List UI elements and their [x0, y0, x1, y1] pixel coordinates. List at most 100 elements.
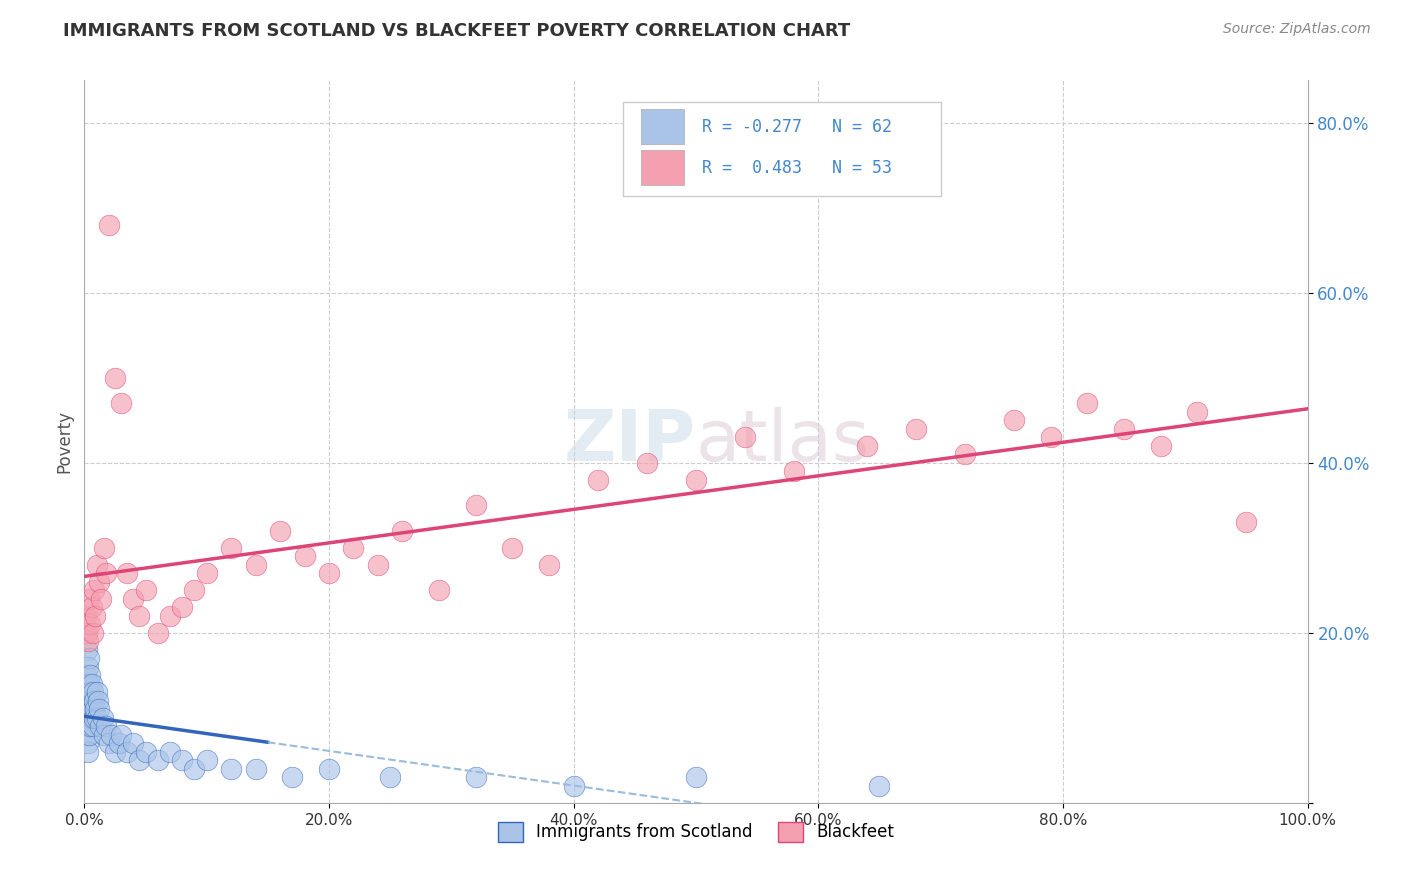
- FancyBboxPatch shape: [641, 109, 683, 144]
- Point: [86, 711, 108, 725]
- Point: [1187, 405, 1209, 419]
- Point: [122, 736, 145, 750]
- Point: [195, 753, 218, 767]
- Point: [464, 770, 486, 784]
- Point: [76, 677, 98, 691]
- Text: atlas: atlas: [696, 407, 870, 476]
- Point: [83, 694, 105, 708]
- Point: [75, 711, 97, 725]
- Point: [80, 677, 103, 691]
- Point: [219, 762, 242, 776]
- Point: [269, 524, 291, 538]
- Point: [281, 770, 304, 784]
- Point: [586, 473, 609, 487]
- Point: [869, 779, 891, 793]
- Point: [856, 439, 879, 453]
- Point: [1002, 413, 1025, 427]
- Point: [76, 728, 98, 742]
- Point: [76, 702, 98, 716]
- Point: [427, 583, 450, 598]
- Point: [905, 422, 928, 436]
- Point: [79, 668, 101, 682]
- Point: [79, 702, 101, 716]
- Point: [75, 668, 97, 682]
- Point: [159, 608, 181, 623]
- Point: [318, 762, 340, 776]
- Point: [367, 558, 389, 572]
- Point: [80, 694, 103, 708]
- Point: [562, 779, 585, 793]
- Point: [75, 608, 97, 623]
- Point: [79, 617, 101, 632]
- Point: [91, 711, 114, 725]
- Point: [342, 541, 364, 555]
- Point: [195, 566, 218, 581]
- Point: [77, 728, 100, 742]
- Point: [90, 591, 112, 606]
- Point: [77, 634, 100, 648]
- Point: [100, 728, 122, 742]
- Text: ZIP: ZIP: [564, 407, 696, 476]
- Point: [96, 566, 118, 581]
- Point: [97, 736, 120, 750]
- Point: [135, 583, 157, 598]
- Point: [76, 625, 98, 640]
- Point: [87, 702, 110, 716]
- Point: [172, 753, 194, 767]
- Point: [538, 558, 561, 572]
- Point: [82, 625, 104, 640]
- Point: [128, 753, 150, 767]
- Point: [77, 711, 100, 725]
- Point: [77, 591, 100, 606]
- Point: [380, 770, 402, 784]
- Text: IMMIGRANTS FROM SCOTLAND VS BLACKFEET POVERTY CORRELATION CHART: IMMIGRANTS FROM SCOTLAND VS BLACKFEET PO…: [63, 22, 851, 40]
- Point: [1236, 516, 1258, 530]
- Y-axis label: Poverty: Poverty: [55, 410, 73, 473]
- Point: [93, 728, 115, 742]
- Point: [953, 447, 976, 461]
- Point: [172, 600, 194, 615]
- Point: [685, 473, 707, 487]
- Point: [80, 711, 103, 725]
- Point: [110, 396, 132, 410]
- FancyBboxPatch shape: [623, 102, 941, 196]
- Point: [502, 541, 524, 555]
- Point: [83, 711, 105, 725]
- Point: [107, 736, 129, 750]
- Point: [685, 770, 707, 784]
- Point: [86, 685, 108, 699]
- Point: [391, 524, 413, 538]
- Point: [97, 218, 120, 232]
- Text: R =  0.483   N = 53: R = 0.483 N = 53: [702, 160, 891, 178]
- Point: [84, 608, 107, 623]
- Point: [1114, 422, 1136, 436]
- Point: [82, 702, 104, 716]
- Point: [89, 719, 111, 733]
- Point: [77, 694, 100, 708]
- Point: [77, 745, 100, 759]
- Point: [76, 642, 98, 657]
- Point: [77, 685, 100, 699]
- Point: [82, 719, 104, 733]
- Text: Source: ZipAtlas.com: Source: ZipAtlas.com: [1223, 22, 1371, 37]
- Point: [96, 719, 118, 733]
- Point: [80, 600, 103, 615]
- Point: [318, 566, 340, 581]
- Point: [135, 745, 157, 759]
- Point: [104, 745, 127, 759]
- Point: [75, 694, 97, 708]
- Legend: Immigrants from Scotland, Blackfeet: Immigrants from Scotland, Blackfeet: [491, 815, 901, 848]
- Point: [183, 762, 205, 776]
- Point: [294, 549, 316, 564]
- Point: [245, 762, 267, 776]
- Point: [104, 371, 127, 385]
- Point: [87, 694, 110, 708]
- Point: [146, 625, 169, 640]
- Point: [110, 728, 132, 742]
- Point: [183, 583, 205, 598]
- Point: [77, 702, 100, 716]
- Point: [77, 677, 100, 691]
- Point: [783, 464, 806, 478]
- Point: [77, 736, 100, 750]
- Point: [219, 541, 242, 555]
